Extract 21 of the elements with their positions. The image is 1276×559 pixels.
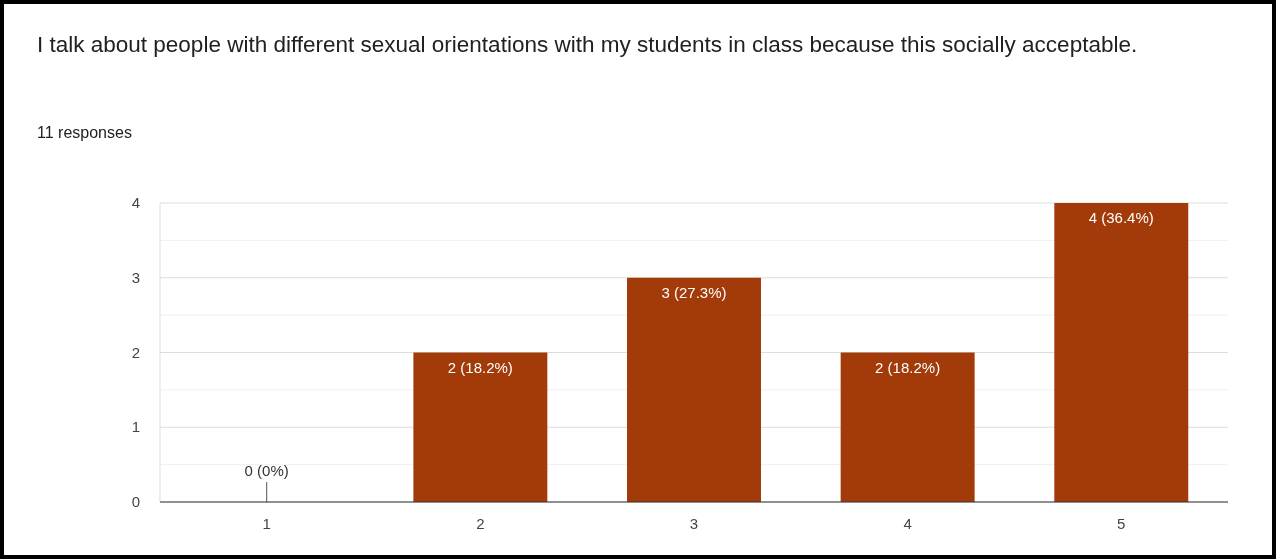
bar: [413, 352, 548, 502]
data-label: 4 (36.4%): [1088, 209, 1154, 226]
data-label: 3 (27.3%): [661, 283, 727, 301]
data-label: 2 (18.2%): [875, 358, 941, 376]
chart-title: I talk about people with different sexual orientations with my students in class because this socially acceptable.: [37, 32, 1138, 57]
x-tick-label: 3: [689, 515, 699, 532]
x-tick-label: 1: [262, 515, 271, 532]
y-tick-label: 3: [131, 268, 140, 286]
y-tick-label: 2: [131, 343, 140, 361]
data-label: 0 (0%): [244, 462, 289, 479]
y-tick-label: 1: [131, 418, 140, 436]
data-label: 2 (18.2%): [447, 358, 513, 376]
bar: [840, 352, 975, 502]
x-tick-label: 5: [1117, 515, 1126, 532]
chart-subtitle: 11 responses: [37, 124, 132, 141]
x-tick-label: 4: [903, 515, 912, 532]
bar: [1054, 203, 1189, 502]
bar: [627, 277, 761, 502]
x-tick-label: 2: [476, 515, 485, 532]
y-tick-label: 4: [131, 194, 140, 211]
y-tick-label: 0: [131, 493, 140, 510]
